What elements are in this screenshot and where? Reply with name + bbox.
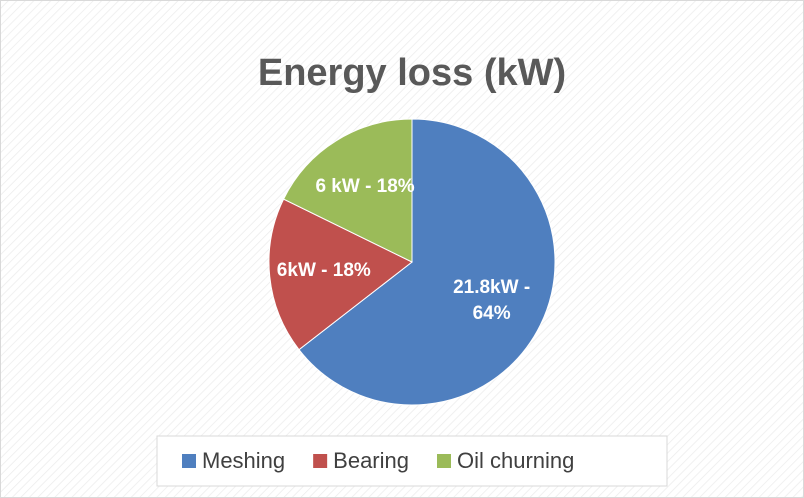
data-label: 6 kW - 18% (315, 175, 415, 197)
legend-label: Oil churning (457, 448, 574, 473)
legend-label: Meshing (202, 448, 285, 473)
pie-slice (282, 118, 413, 263)
legend-box (156, 435, 668, 487)
pie-slice (298, 118, 556, 406)
legend-label: Bearing (333, 448, 409, 473)
legend-swatch (437, 454, 451, 468)
legend-swatch (313, 454, 328, 468)
legend-swatch (182, 454, 196, 468)
data-label: 6kW - 18% (276, 260, 371, 282)
pie-slice (268, 198, 413, 351)
chart-title: Energy loss (kW) (258, 52, 566, 94)
data-label: 21.8kW - 64% (453, 276, 531, 324)
